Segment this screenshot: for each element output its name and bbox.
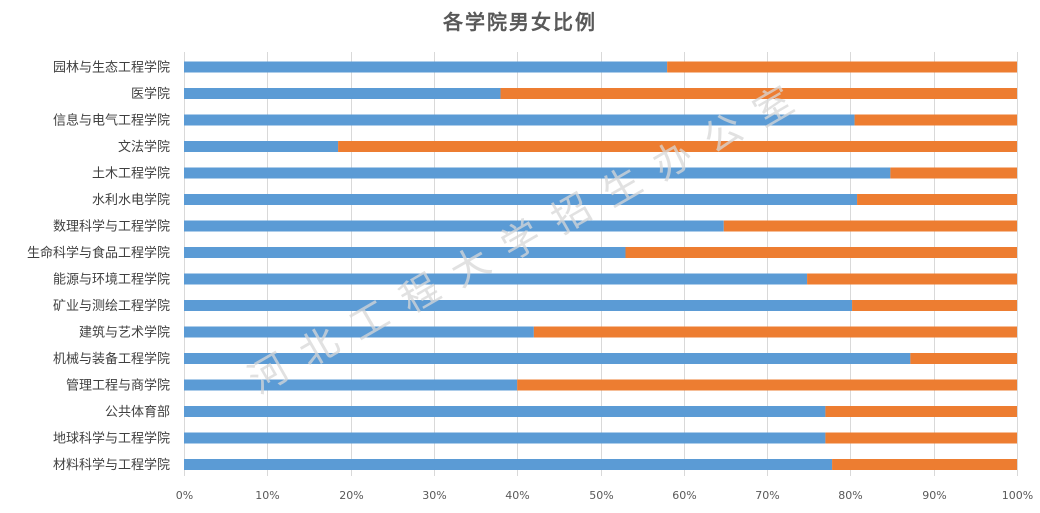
category-label: 能源与环境工程学院 [53,272,170,288]
bar-segment-blue [184,379,518,391]
category-label: 生命科学与食品工程学院 [27,245,170,261]
x-tick-label: 50% [589,489,613,502]
category-label: 信息与电气工程学院 [53,113,170,129]
watermark-char: 室 [746,78,801,135]
category-label: 矿业与测绘工程学院 [53,298,170,314]
x-tick-label: 30% [422,489,446,502]
bar-segment-orange [338,141,1018,152]
category-label: 医学院 [131,86,170,102]
x-tick-label: 10% [255,489,279,502]
category-label: 数理科学与工程学院 [53,219,170,235]
bar-segment-blue [184,88,501,99]
bar-segment-blue [184,247,626,258]
x-tick-label: 70% [755,489,779,502]
bar-segment-orange [667,61,1017,73]
bar-segment-blue [184,406,826,417]
bar-segment-blue [184,167,891,179]
bars-layer [184,61,1018,470]
bar-segment-orange [857,194,1017,205]
x-tick-label: 80% [838,489,862,502]
bar-segment-orange [854,114,1017,126]
x-tick-label: 0% [176,489,193,502]
category-label: 管理工程与商学院 [66,378,170,394]
bar-segment-orange [832,459,1017,470]
category-label: 材料科学与工程学院 [53,457,170,473]
bar-segment-blue [184,432,826,444]
watermark-char: 学 [494,212,549,269]
x-tick-labels: 0% 10% 20% 30% 40% 50% 60% 70% 80% 90% 100% [176,489,1033,502]
category-label: 土木工程学院 [92,166,170,182]
bar-segment-orange [825,406,1017,417]
category-label: 园林与生态工程学院 [53,60,170,76]
bar-segment-blue [184,326,534,338]
category-label: 公共体育部 [105,404,170,420]
bar-segment-orange [723,220,1017,232]
chart-title: 各学院男女比例 [443,10,597,34]
bar-segment-blue [184,300,853,311]
bar-segment-orange [533,326,1017,338]
bar-segment-blue [184,353,911,364]
watermark-char: 生 [595,158,650,215]
x-tick-label: 100% [1002,489,1033,502]
x-tick-label: 20% [339,489,363,502]
bar-segment-blue [184,114,855,126]
bar-segment-orange [517,379,1017,391]
watermark-char: 招 [544,185,599,242]
bar-segment-orange [852,300,1017,311]
watermark-char: 大 [443,238,498,295]
bar-segment-orange [807,273,1017,285]
watermark-char: 办 [645,132,700,189]
bar-segment-orange [500,88,1017,99]
bar-segment-orange [890,167,1017,179]
bar-segment-orange [910,353,1017,364]
x-tick-label: 40% [505,489,529,502]
bar-segment-blue [184,61,668,73]
bar-segment-blue [184,220,724,232]
category-label: 水利水电学院 [92,192,170,208]
category-labels: 园林与生态工程学院医学院信息与电气工程学院文法学院土木工程学院水利水电学院数理科… [27,60,170,474]
category-label: 文法学院 [118,139,170,155]
bar-segment-orange [825,432,1017,444]
bar-segment-blue [184,141,339,152]
bar-segment-blue [184,194,858,205]
bar-segment-orange [625,247,1017,258]
category-label: 机械与装备工程学院 [53,351,170,367]
x-tick-label: 90% [922,489,946,502]
bar-segment-blue [184,459,833,470]
category-label: 地球科学与工程学院 [53,431,170,447]
bar-segment-blue [184,273,808,285]
watermark-char: 公 [696,105,751,162]
category-label: 建筑与艺术学院 [79,325,170,341]
x-tick-label: 60% [672,489,696,502]
